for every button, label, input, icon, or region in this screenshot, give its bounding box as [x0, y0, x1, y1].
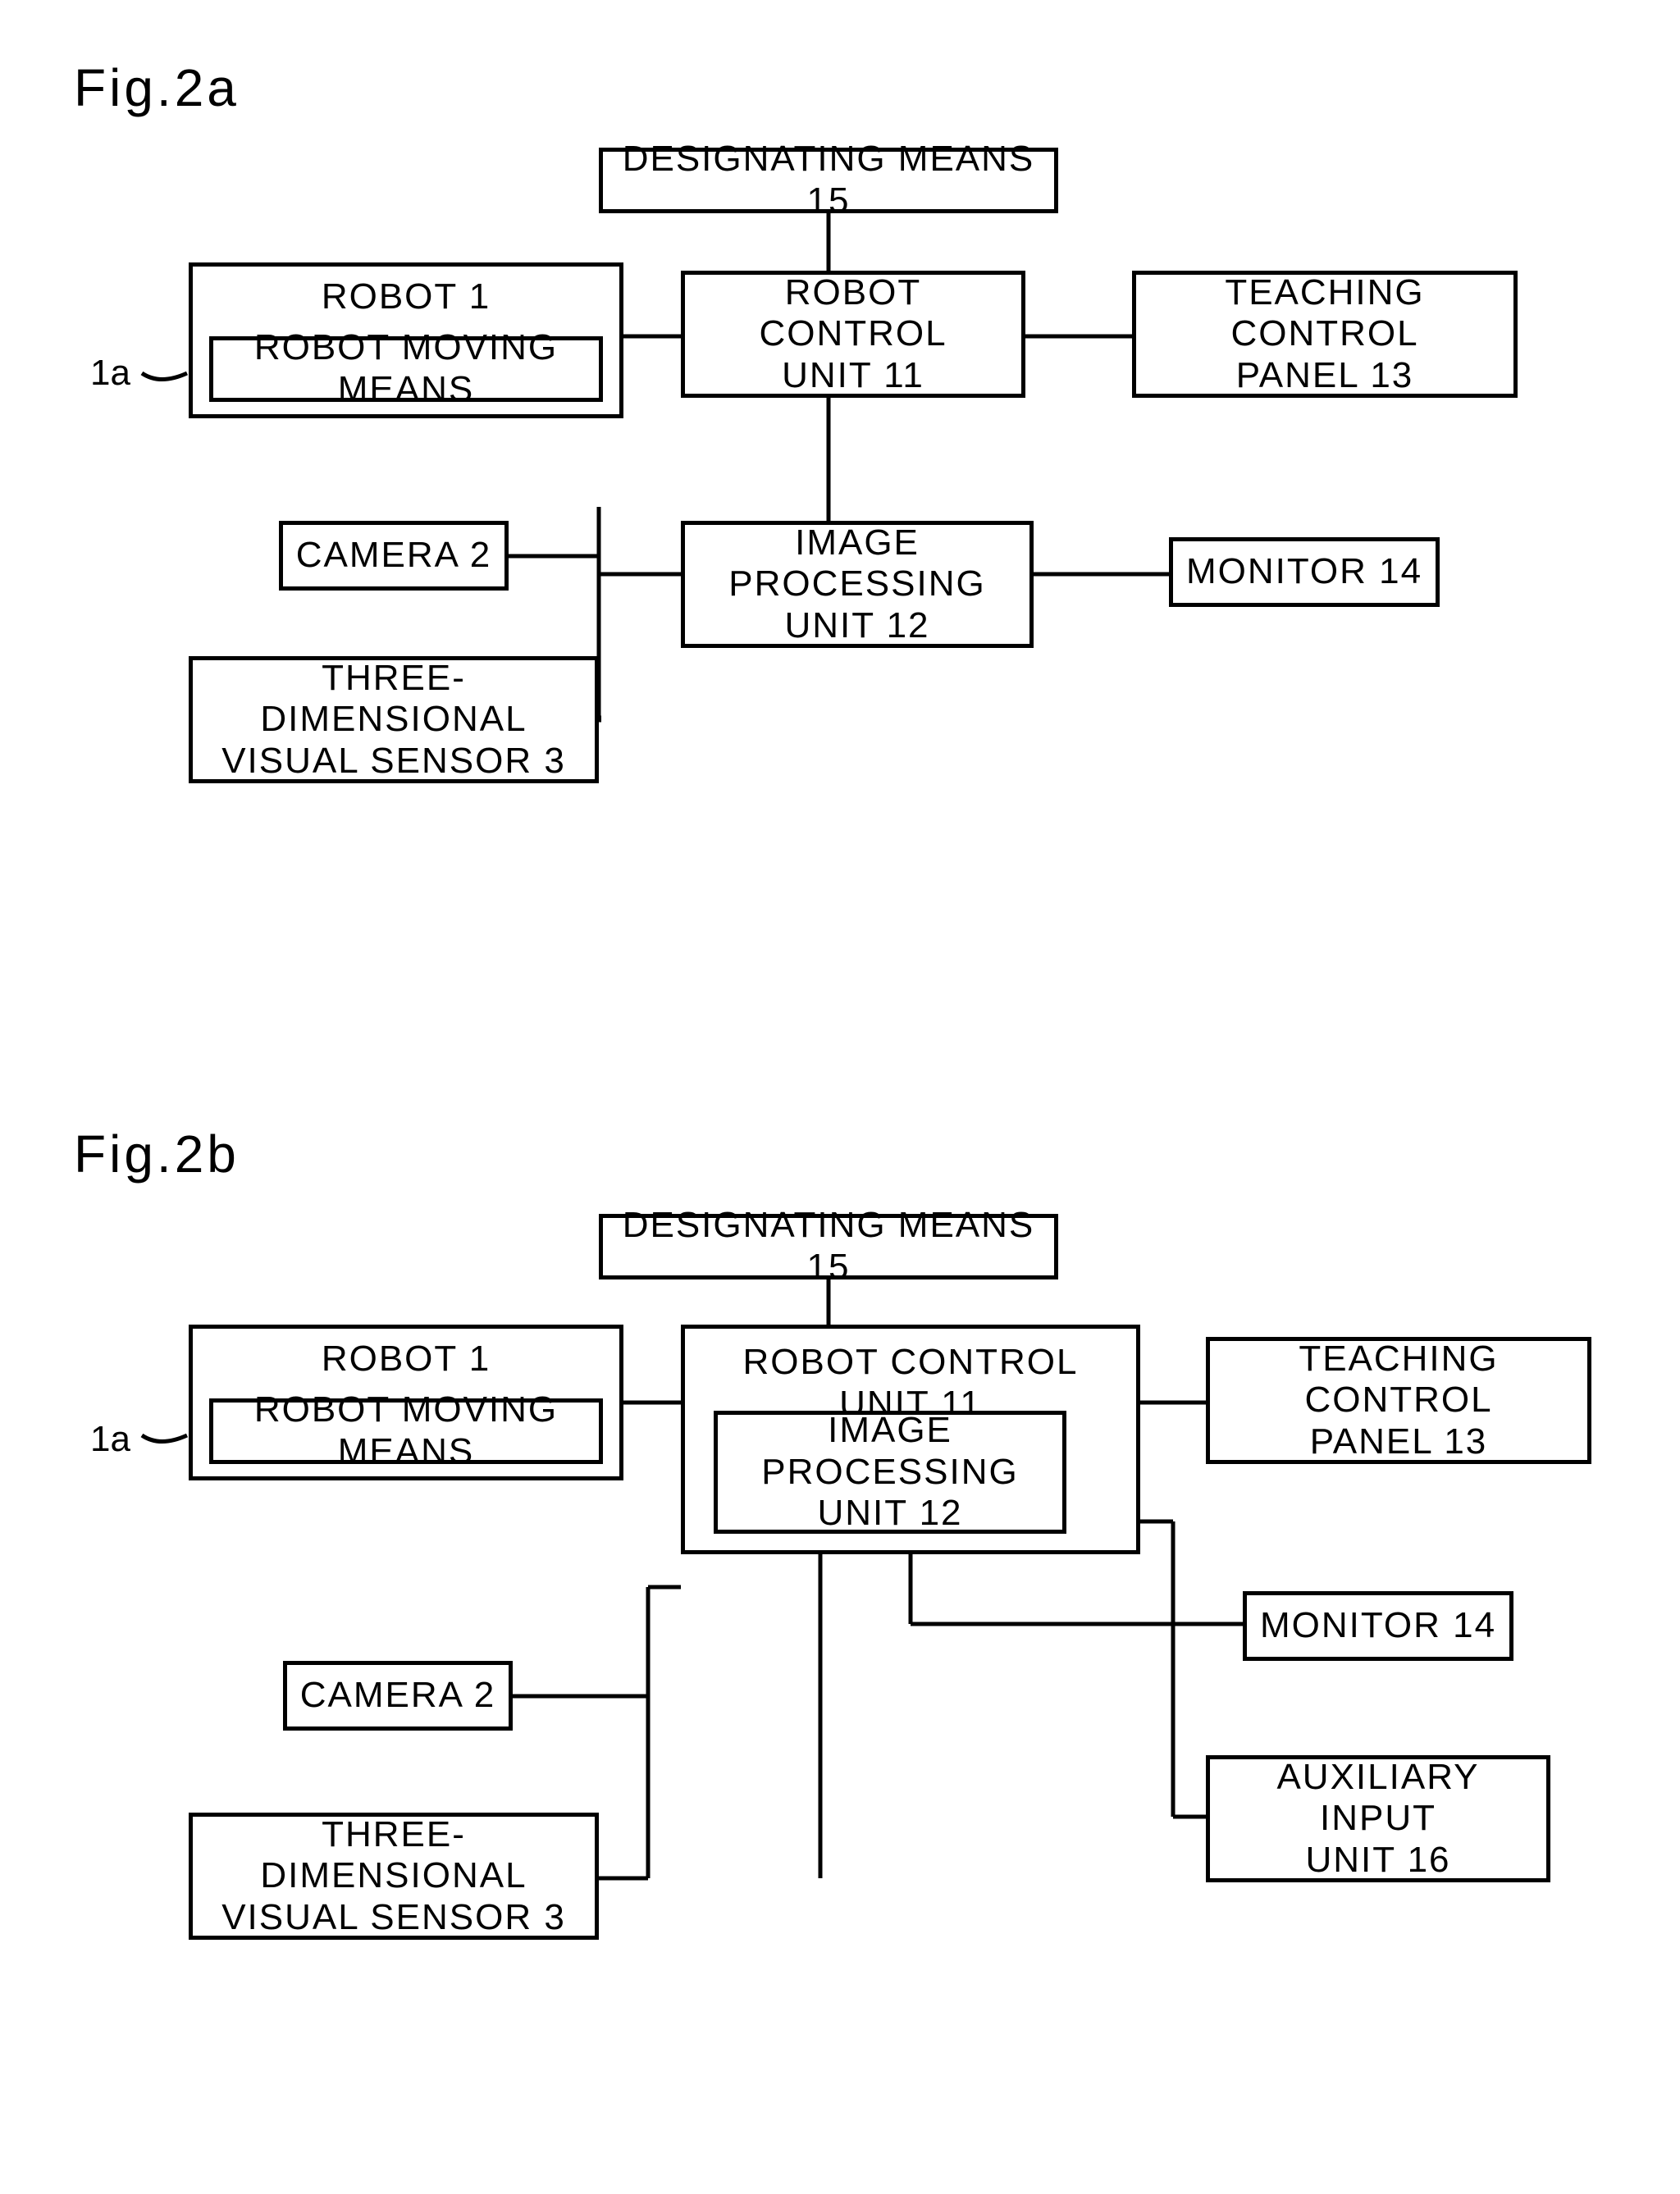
text: IMAGE PROCESSING UNIT 12 — [728, 1410, 1052, 1535]
text: CAMERA 2 — [300, 1675, 496, 1717]
leader-1a-a: 1a — [90, 353, 130, 394]
text: DESIGNATING MEANS 15 — [613, 1205, 1044, 1288]
block-image-processing-unit-b: IMAGE PROCESSING UNIT 12 — [714, 1411, 1066, 1534]
block-robot-moving-means-b: ROBOT MOVING MEANS — [209, 1398, 603, 1464]
fig-2b-label: Fig.2b — [74, 1124, 240, 1184]
leader-1a-b: 1a — [90, 1419, 130, 1460]
text: THREE-DIMENSIONAL VISUAL SENSOR 3 — [203, 658, 585, 782]
text: ROBOT 1 — [322, 1339, 491, 1380]
text: DESIGNATING MEANS 15 — [613, 139, 1044, 221]
block-monitor-a: MONITOR 14 — [1169, 537, 1440, 607]
text: 1a — [90, 353, 130, 393]
text: 1a — [90, 1419, 130, 1459]
block-3d-visual-sensor-b: THREE-DIMENSIONAL VISUAL SENSOR 3 — [189, 1813, 599, 1940]
text: ROBOT CONTROL UNIT 11 — [695, 272, 1011, 397]
text: ROBOT MOVING MEANS — [223, 327, 589, 410]
text: TEACHING CONTROL PANEL 13 — [1146, 272, 1504, 397]
block-image-processing-unit-a: IMAGE PROCESSING UNIT 12 — [681, 521, 1034, 648]
text: ROBOT MOVING MEANS — [223, 1389, 589, 1472]
block-designating-means-b: DESIGNATING MEANS 15 — [599, 1214, 1058, 1279]
text: THREE-DIMENSIONAL VISUAL SENSOR 3 — [203, 1814, 585, 1939]
text: IMAGE PROCESSING UNIT 12 — [695, 522, 1020, 647]
block-auxiliary-input-unit-b: AUXILIARY INPUT UNIT 16 — [1206, 1755, 1550, 1882]
block-camera-a: CAMERA 2 — [279, 521, 509, 591]
block-teaching-control-panel-a: TEACHING CONTROL PANEL 13 — [1132, 271, 1518, 398]
text: MONITOR 14 — [1186, 551, 1422, 593]
text: MONITOR 14 — [1260, 1605, 1496, 1647]
block-teaching-control-panel-b: TEACHING CONTROL PANEL 13 — [1206, 1337, 1591, 1464]
fig-2a-label: Fig.2a — [74, 57, 240, 118]
text: TEACHING CONTROL PANEL 13 — [1220, 1339, 1577, 1463]
block-camera-b: CAMERA 2 — [283, 1661, 513, 1731]
block-robot-control-unit-a: ROBOT CONTROL UNIT 11 — [681, 271, 1025, 398]
block-3d-visual-sensor-a: THREE-DIMENSIONAL VISUAL SENSOR 3 — [189, 656, 599, 783]
text: CAMERA 2 — [296, 535, 492, 577]
block-designating-means-a: DESIGNATING MEANS 15 — [599, 148, 1058, 213]
text: AUXILIARY INPUT UNIT 16 — [1220, 1757, 1536, 1882]
block-robot-moving-means-a: ROBOT MOVING MEANS — [209, 336, 603, 402]
block-monitor-b: MONITOR 14 — [1243, 1591, 1513, 1661]
text: ROBOT 1 — [322, 276, 491, 318]
